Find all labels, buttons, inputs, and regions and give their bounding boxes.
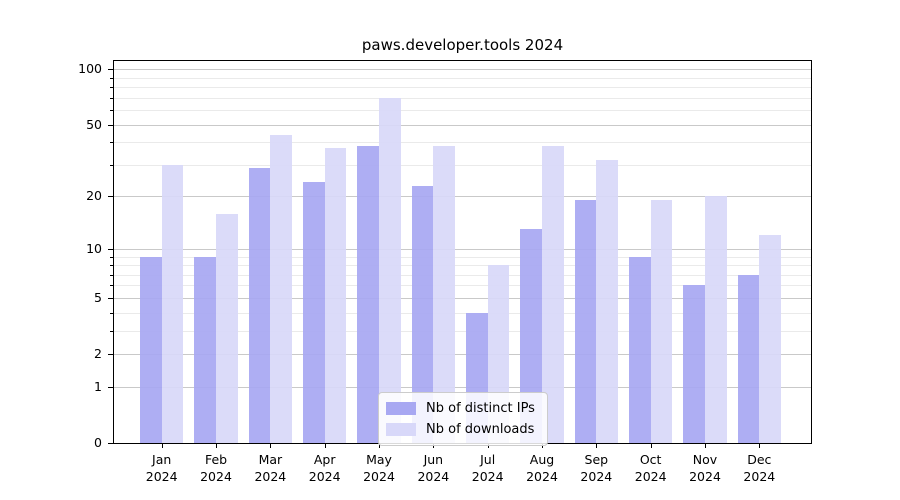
gridline-major-100 — [114, 69, 811, 71]
gridline-major-20 — [114, 196, 811, 198]
x-tick-label-jan: Jan 2024 — [145, 452, 178, 484]
y-tick-label-100: 100 — [78, 61, 102, 77]
legend-entry-distinct-ips: Nb of distinct IPs — [386, 398, 535, 419]
gridline-minor-4 — [114, 312, 811, 314]
y-tick-label-1: 1 — [94, 378, 102, 394]
y-tick-label-0: 0 — [94, 435, 102, 450]
x-tick-oct — [650, 443, 652, 448]
y-minortick-60 — [110, 110, 113, 112]
chart-title: paws.developer.tools 2024 — [361, 36, 564, 54]
x-tick-label-aug: Aug 2024 — [526, 452, 558, 484]
x-tick-sep — [596, 443, 598, 448]
bar-nb-of-downloads-sep — [596, 159, 619, 443]
x-tick-label-mar: Mar 2024 — [254, 452, 287, 484]
bar-nb-of-downloads-may — [379, 97, 401, 443]
gridline-minor-7 — [114, 274, 811, 276]
legend-swatch-1 — [386, 423, 416, 436]
gridline-major-5 — [114, 297, 811, 299]
gridline-major-1 — [114, 386, 811, 388]
bar-nb-of-downloads-aug — [542, 146, 564, 443]
x-tick-apr — [324, 443, 326, 448]
x-tick-label-sep: Sep 2024 — [580, 452, 613, 484]
y-tick-0 — [108, 443, 113, 444]
bar-nb-of-downloads-nov — [705, 196, 727, 443]
bar-nb-of-distinct-ips-jan — [140, 256, 162, 443]
legend-label-distinct-ips: Nb of distinct IPs — [426, 401, 535, 416]
y-tick-5 — [108, 297, 113, 299]
y-tick-20 — [108, 196, 113, 198]
y-tick-label-20: 20 — [86, 188, 102, 204]
legend-entry-downloads: Nb of downloads — [386, 419, 535, 440]
bar-nb-of-distinct-ips-nov — [683, 285, 705, 443]
gridline-minor-30 — [114, 164, 811, 166]
gridline-minor-80 — [114, 87, 811, 89]
y-tick-label-5: 5 — [94, 289, 102, 305]
gridline-major-2 — [114, 354, 811, 356]
x-tick-label-feb: Feb 2024 — [200, 452, 232, 484]
bar-nb-of-downloads-feb — [216, 213, 238, 443]
x-tick-label-jul: Jul 2024 — [471, 452, 504, 484]
bar-nb-of-distinct-ips-dec — [737, 274, 760, 443]
gridline-minor-40 — [114, 142, 811, 144]
gridline-minor-70 — [114, 97, 811, 99]
gridline-major-10 — [114, 248, 811, 250]
bar-nb-of-downloads-oct — [650, 200, 673, 443]
bar-nb-of-distinct-ips-jun — [411, 185, 434, 443]
x-tick-label-jun: Jun 2024 — [417, 452, 450, 484]
gridline-major-50 — [114, 124, 811, 126]
bar-nb-of-downloads-apr — [324, 148, 347, 443]
x-tick-mar — [270, 443, 272, 448]
y-tick-label-2: 2 — [94, 346, 102, 362]
bar-nb-of-distinct-ips-apr — [302, 182, 325, 443]
y-minortick-90 — [110, 77, 113, 79]
gridline-minor-90 — [114, 77, 811, 79]
y-tick-2 — [108, 354, 113, 356]
bar-nb-of-downloads-mar — [270, 134, 293, 443]
y-minortick-8 — [110, 265, 113, 267]
y-tick-100 — [108, 69, 113, 71]
legend-label-downloads: Nb of downloads — [426, 422, 535, 437]
bar-nb-of-distinct-ips-may — [357, 146, 379, 443]
y-minortick-4 — [110, 312, 113, 314]
y-tick-1 — [108, 386, 113, 388]
x-tick-label-dec: Dec 2024 — [743, 452, 776, 484]
y-minortick-9 — [110, 256, 113, 258]
bar-nb-of-downloads-jan — [161, 164, 184, 443]
y-tick-label-10: 10 — [86, 240, 102, 256]
bar-nb-of-distinct-ips-feb — [194, 256, 217, 443]
bar-nb-of-downloads-dec — [759, 235, 782, 443]
y-minortick-3 — [110, 330, 113, 332]
legend: Nb of distinct IPs Nb of downloads — [378, 392, 548, 446]
x-tick-label-nov: Nov 2024 — [689, 452, 721, 484]
y-minortick-80 — [110, 87, 113, 89]
bar-nb-of-downloads-jun — [433, 146, 456, 443]
gridline-minor-3 — [114, 330, 811, 332]
x-tick-label-may: May 2024 — [363, 452, 395, 484]
legend-swatch-0 — [386, 402, 416, 415]
y-minortick-6 — [110, 285, 113, 287]
y-minortick-7 — [110, 274, 113, 276]
gridline-minor-60 — [114, 110, 811, 112]
x-tick-feb — [216, 443, 218, 448]
y-minortick-40 — [110, 142, 113, 144]
y-tick-10 — [108, 248, 113, 250]
bar-nb-of-distinct-ips-aug — [520, 229, 542, 443]
y-minortick-30 — [110, 164, 113, 166]
y-tick-50 — [108, 124, 113, 126]
x-tick-nov — [705, 443, 706, 448]
y-minortick-70 — [110, 97, 113, 99]
gridline-minor-8 — [114, 265, 811, 267]
plot-area: Nb of distinct IPs Nb of downloads 0 1 2 5 1… — [78, 60, 812, 484]
bar-nb-of-distinct-ips-oct — [628, 256, 651, 443]
bar-nb-of-distinct-ips-mar — [248, 167, 271, 443]
x-tick-label-oct: Oct 2024 — [634, 452, 667, 484]
x-tick-dec — [759, 443, 761, 448]
gridline-minor-6 — [114, 285, 811, 287]
bar-nb-of-distinct-ips-sep — [574, 200, 597, 443]
x-tick-label-apr: Apr 2024 — [308, 452, 341, 484]
x-tick-jan — [161, 443, 163, 448]
gridline-minor-9 — [114, 256, 811, 258]
y-tick-label-50: 50 — [86, 116, 102, 132]
